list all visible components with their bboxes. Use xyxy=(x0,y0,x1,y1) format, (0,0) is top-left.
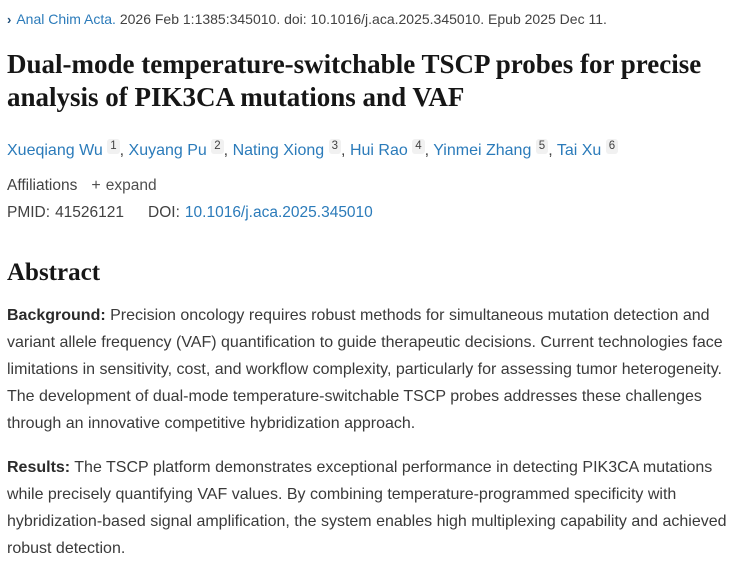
journal-disclosure-chevron-icon[interactable]: › xyxy=(7,12,12,27)
author-affiliation-number: 5 xyxy=(535,139,549,154)
author-affiliation-number: 3 xyxy=(328,139,342,154)
abstract-heading: Abstract xyxy=(7,259,101,287)
abstract-paragraph-background: Background: Precision oncology requires … xyxy=(7,302,742,437)
author-link[interactable]: Xuyang Pu xyxy=(128,142,207,160)
expand-label: expand xyxy=(105,177,157,195)
journal-link[interactable]: Anal Chim Acta. xyxy=(16,11,116,27)
abstract-paragraph-results: Results: The TSCP platform demonstrates … xyxy=(7,454,742,562)
citation-details: 2026 Feb 1:1385:345010. doi: 10.1016/j.a… xyxy=(119,11,607,27)
author-affiliation-number: 2 xyxy=(211,139,224,154)
pmid-value: 41526121 xyxy=(55,204,125,222)
identifiers-row: PMID: 41526121 DOI: 10.1016/j.aca.2025.3… xyxy=(7,204,742,222)
affiliations-label: Affiliations xyxy=(7,177,78,195)
doi-link[interactable]: 10.1016/j.aca.2025.345010 xyxy=(184,204,373,222)
author-separator: , xyxy=(424,142,434,160)
author-link[interactable]: Nating Xiong xyxy=(232,142,325,160)
affiliations-row: Affiliations + expand xyxy=(7,177,742,195)
author-separator: , xyxy=(223,142,233,160)
doi-label: DOI: xyxy=(148,204,180,222)
author-separator: , xyxy=(341,142,350,160)
author-affiliation-number: 1 xyxy=(107,139,120,154)
author-link[interactable]: Tai Xu xyxy=(556,142,602,160)
author-separator: , xyxy=(119,142,129,160)
author-list: Xueqiang Wu 1, Xuyang Pu 2, Nating Xiong… xyxy=(7,139,742,162)
expand-affiliations-button[interactable]: + expand xyxy=(91,177,156,195)
author-link[interactable]: Yinmei Zhang xyxy=(433,142,532,160)
background-text: Precision oncology requires robust metho… xyxy=(7,307,723,433)
author-affiliation-number: 6 xyxy=(605,139,619,154)
article-title: Dual-mode temperature-switchable TSCP pr… xyxy=(7,49,702,113)
background-label: Background: xyxy=(7,307,106,325)
results-text: The TSCP platform demonstrates exception… xyxy=(7,459,727,558)
author-link[interactable]: Xueqiang Wu xyxy=(7,142,103,160)
author-link[interactable]: Hui Rao xyxy=(349,142,408,160)
pmid-label: PMID: xyxy=(7,204,51,222)
results-label: Results: xyxy=(7,459,71,477)
citation-line: › Anal Chim Acta. 2026 Feb 1:1385:345010… xyxy=(7,10,742,28)
author-affiliation-number: 4 xyxy=(412,139,425,154)
plus-icon: + xyxy=(91,177,101,195)
author-separator: , xyxy=(548,142,557,160)
